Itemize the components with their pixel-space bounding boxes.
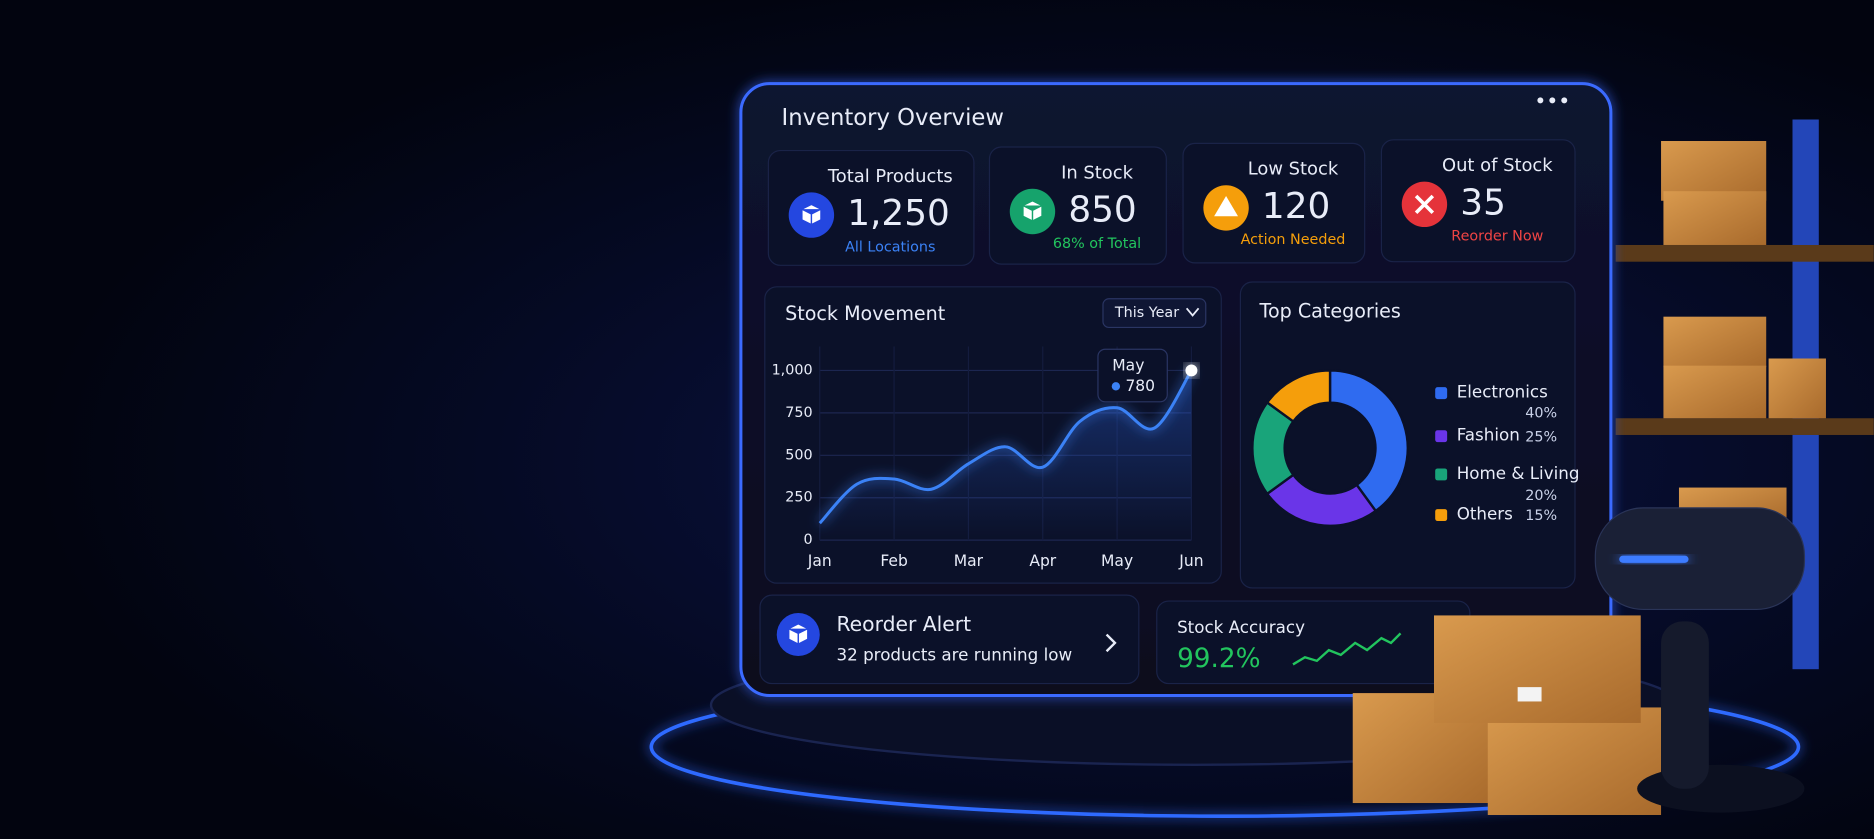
- legend-swatch: [1435, 430, 1448, 443]
- dropdown-chevron: [1185, 307, 1200, 317]
- legend-label: Fashion: [1457, 425, 1520, 445]
- card-title: Top Categories: [1259, 299, 1401, 322]
- box-label: [1517, 687, 1542, 702]
- box: [1433, 615, 1641, 723]
- scanner-light: [1619, 555, 1689, 563]
- donut-chart: Electronics 40% Fashion 25% Home & Living 20%…: [1251, 369, 1580, 527]
- cube-icon: [787, 622, 809, 645]
- tooltip-category: May: [1112, 356, 1144, 374]
- x-tick-label: May: [1101, 552, 1133, 570]
- alert-chevron: [1105, 633, 1117, 653]
- scanner: [1594, 507, 1806, 813]
- cube-icon: [801, 203, 822, 226]
- period-dropdown[interactable]: [1102, 298, 1207, 329]
- y-tick-label: 500: [785, 447, 812, 463]
- dashboard-scene: Inventory Overview Total Products 1,250 Al…: [649, 82, 1874, 818]
- donut-segment: [1265, 369, 1332, 424]
- tooltip-value: 780: [1125, 377, 1155, 395]
- scanner-head: [1594, 507, 1806, 611]
- warning-icon: [1214, 195, 1239, 217]
- legend-label: Electronics: [1457, 382, 1548, 402]
- box: [1663, 191, 1767, 245]
- boxes: [1352, 615, 1662, 815]
- kpi-value: 1,250: [847, 193, 950, 234]
- x-tick-label: Jun: [1178, 552, 1203, 570]
- box: [1768, 358, 1826, 419]
- x-tick-label: Apr: [1029, 552, 1056, 570]
- alert-message: 32 products are running low: [836, 645, 1072, 665]
- y-tick-label: 0: [803, 532, 812, 548]
- legend-value: 20%: [1525, 488, 1557, 504]
- shelf-board: [1615, 418, 1874, 435]
- legend-value: 40%: [1525, 405, 1557, 421]
- kpi-note: Reorder Now: [1451, 229, 1543, 245]
- legend-swatch: [1435, 387, 1448, 400]
- x-tick-label: Feb: [880, 552, 907, 570]
- alert-title: Reorder Alert: [836, 612, 971, 636]
- end-point: [1185, 364, 1198, 377]
- dot: [1537, 97, 1544, 104]
- scanner-handle: [1661, 621, 1709, 789]
- kpi-card: [1182, 142, 1366, 264]
- legend-value: 25%: [1525, 429, 1557, 445]
- box: [1487, 707, 1662, 815]
- legend-value: 15%: [1525, 508, 1557, 524]
- line: [818, 369, 1193, 525]
- y-tick-label: 1,000: [772, 362, 813, 378]
- kpi-row: Total Products 1,250 All Locations In Stock…: [767, 139, 1576, 266]
- dot: [1549, 97, 1556, 104]
- shelf: [1615, 119, 1874, 670]
- kpi-value: 850: [1068, 190, 1136, 231]
- dot: [1561, 97, 1568, 104]
- legend-label: Home & Living: [1457, 463, 1580, 483]
- dashboard-title: Inventory Overview: [782, 105, 1004, 131]
- kpi-note: All Locations: [845, 239, 935, 255]
- tooltip: May 780: [1097, 348, 1168, 403]
- menu-dots[interactable]: [1537, 97, 1568, 104]
- card-title: Stock Movement: [785, 302, 946, 325]
- donut-segment: [1328, 369, 1409, 513]
- shelf-board: [1615, 244, 1874, 262]
- kpi-value: 35: [1460, 182, 1506, 223]
- x-tick-label: Jan: [807, 552, 832, 570]
- legend-swatch: [1435, 468, 1448, 481]
- kpi-note: Action Needed: [1241, 232, 1346, 248]
- line-chart: 0 250 500 750 1,000 Jan Feb Mar Apr May Jun: [772, 346, 1204, 570]
- kpi-title: Total Products: [827, 166, 953, 187]
- x-tick-label: Mar: [954, 552, 984, 570]
- legend-label: Others: [1457, 504, 1513, 524]
- kpi-value: 120: [1262, 186, 1330, 227]
- y-tick-label: 250: [785, 490, 812, 506]
- kpi-title: Out of Stock: [1442, 155, 1553, 176]
- dropdown-label: This Year: [1114, 305, 1179, 321]
- box: [1661, 141, 1767, 201]
- kpi-card: [767, 149, 975, 266]
- kpi-card: [988, 146, 1167, 265]
- box: [1663, 365, 1767, 419]
- kpi-title: Low Stock: [1248, 159, 1339, 180]
- box: [1663, 316, 1767, 367]
- accuracy-sparkline: [1292, 632, 1402, 666]
- accuracy-title: Stock Accuracy: [1177, 617, 1305, 637]
- y-tick-label: 750: [785, 405, 812, 421]
- kpi-title: In Stock: [1061, 162, 1134, 183]
- kpi-note: 68% of Total: [1053, 236, 1141, 252]
- kpi-card: [1380, 139, 1576, 263]
- legend-swatch: [1435, 509, 1448, 522]
- tooltip-dot: [1111, 382, 1121, 391]
- cube-icon: [1022, 199, 1043, 222]
- x-icon: [1414, 194, 1435, 214]
- line-area: [819, 370, 1192, 541]
- reorder-alert-card[interactable]: [759, 594, 1140, 685]
- accuracy-value: 99.2%: [1177, 644, 1261, 674]
